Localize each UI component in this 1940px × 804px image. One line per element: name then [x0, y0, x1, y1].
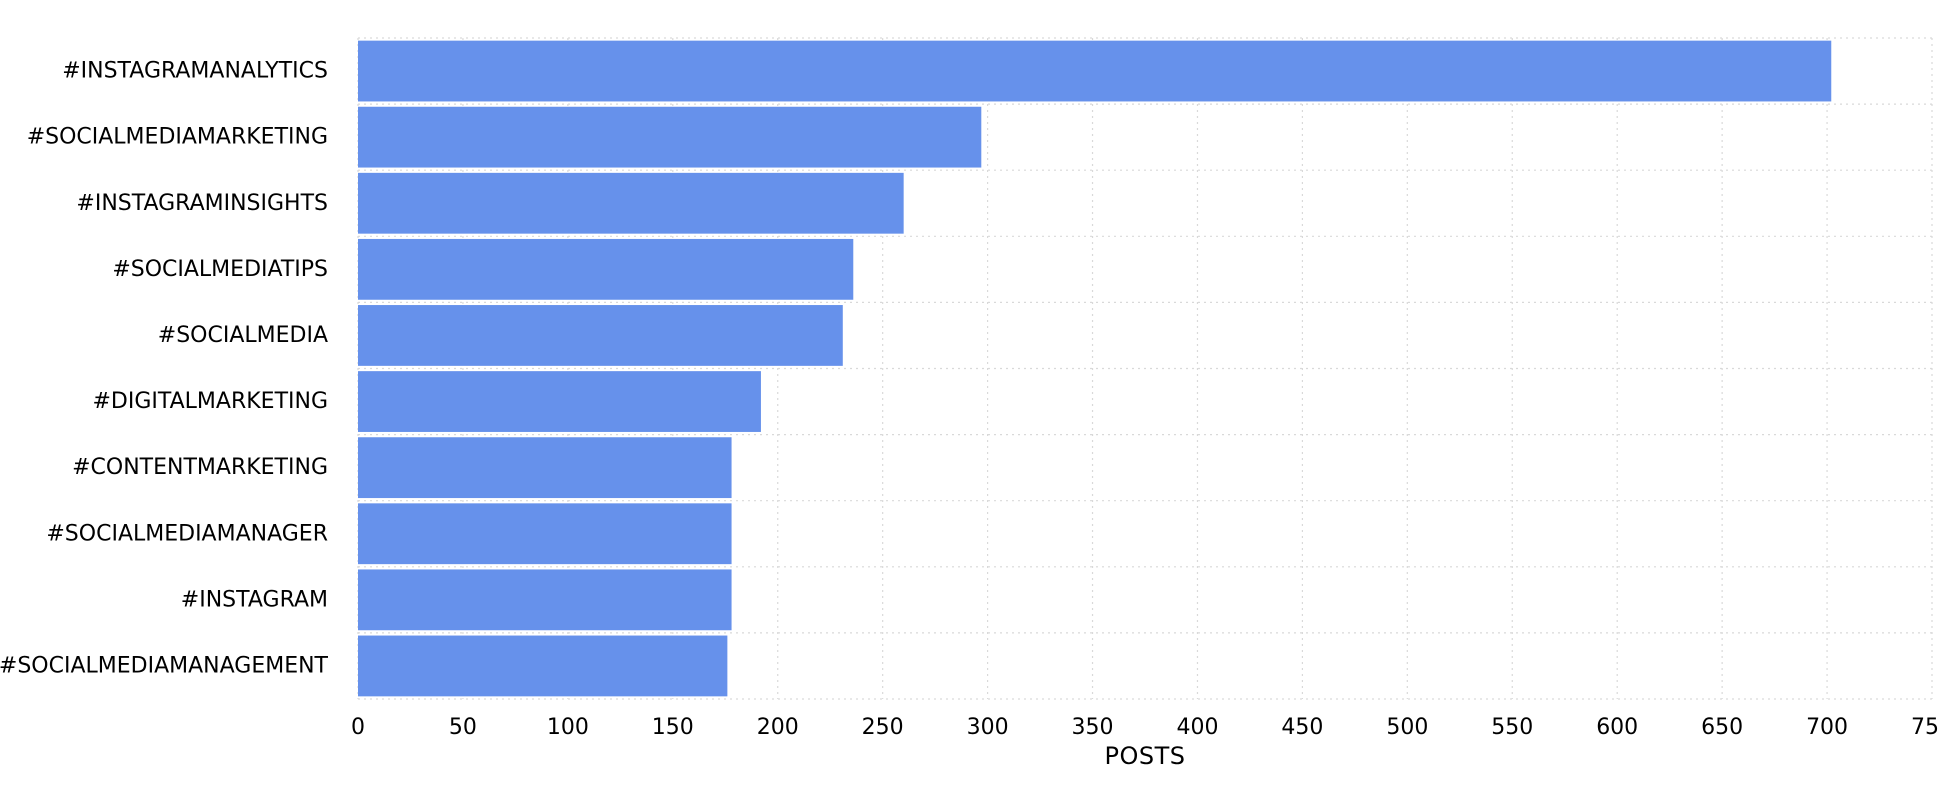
grid-layer	[357, 37, 1933, 700]
x-tick-label: 450	[1281, 715, 1323, 740]
x-tick-label: 400	[1176, 715, 1218, 740]
x-tick-label: 600	[1596, 715, 1638, 740]
category-label: #SOCIALMEDIAMARKETING	[27, 125, 328, 150]
category-labels: #INSTAGRAMANALYTICS #SOCIALMEDIAMARKETING…	[0, 59, 329, 679]
x-tick-label: 650	[1701, 715, 1743, 740]
category-label: #SOCIALMEDIATIPS	[112, 257, 328, 282]
x-axis-ticks: 0 50 100 150 200 250 300 350 400 450 500 550 600 650 7…	[351, 715, 1940, 740]
category-label: #DIGITALMARKETING	[92, 389, 328, 414]
bar	[358, 503, 732, 565]
category-label: #SOCIALMEDIAMANAGER	[46, 521, 328, 546]
x-tick-label: 150	[652, 715, 694, 740]
x-tick-label: 300	[967, 715, 1009, 740]
category-label: #INSTAGRAM	[181, 587, 328, 612]
x-tick-label: 200	[757, 715, 799, 740]
x-tick-label: 250	[862, 715, 904, 740]
x-tick-label: 100	[547, 715, 589, 740]
bar	[358, 238, 854, 300]
category-label: #SOCIALMEDIAMANAGEMENT	[0, 653, 329, 678]
bar	[358, 371, 761, 432]
category-label: #INSTAGRAMANALYTICS	[62, 59, 328, 84]
x-tick-label: 50	[449, 715, 477, 740]
bar	[358, 40, 1832, 102]
x-tick-label: 550	[1491, 715, 1533, 740]
category-label: #CONTENTMARKETING	[72, 455, 328, 480]
x-tick-label: 700	[1806, 715, 1848, 740]
category-label: #INSTAGRAMINSIGHTS	[76, 191, 328, 216]
bar	[358, 172, 904, 234]
x-tick-label: 0	[351, 715, 365, 740]
x-axis-label: POSTS	[1105, 742, 1186, 770]
bar	[358, 569, 732, 631]
x-tick-label: 750	[1911, 715, 1940, 740]
bar	[358, 305, 843, 366]
bar	[358, 106, 982, 168]
bars-layer	[358, 40, 1832, 697]
bar	[358, 437, 732, 499]
x-tick-label: 350	[1072, 715, 1114, 740]
bar	[358, 635, 728, 697]
x-tick-label: 500	[1386, 715, 1428, 740]
category-label: #SOCIALMEDIA	[158, 323, 328, 348]
